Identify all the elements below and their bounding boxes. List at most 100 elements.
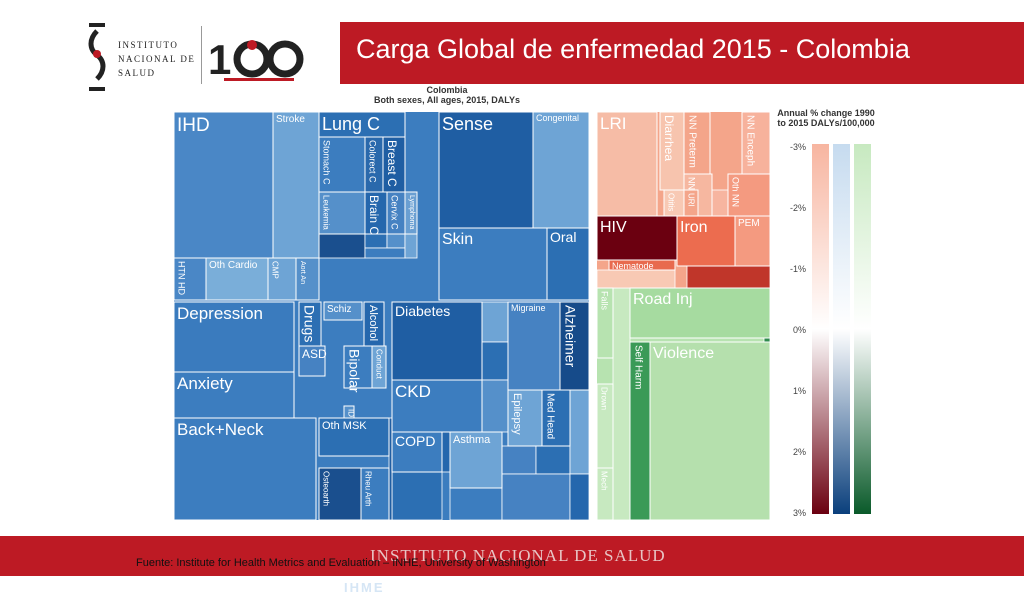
treemap-cell-nematode xyxy=(608,259,676,271)
legend-tick: 2% xyxy=(792,447,806,457)
treemap-cell-nn-enceph xyxy=(741,111,771,175)
legend-bar-injuries xyxy=(854,144,871,514)
treemap-label-schiz: Schiz xyxy=(327,304,351,315)
treemap-cell-cmp xyxy=(267,257,297,301)
treemap-cell-depression xyxy=(173,301,295,373)
treemap-filler-cell xyxy=(612,287,631,521)
treemap-cell-oth-nn xyxy=(727,173,771,217)
treemap-filler-cell xyxy=(364,233,388,249)
legend-bar-communicable xyxy=(812,144,829,514)
treemap-cell-asthma xyxy=(449,431,503,489)
treemap-cell-migraine xyxy=(507,301,561,391)
treemap-label-osteoarth: Osteoarth xyxy=(321,471,330,506)
treemap-cell-violence xyxy=(649,341,771,521)
treemap-label-breast-c: Breast C xyxy=(385,140,399,187)
treemap-label-anxiety: Anxiety xyxy=(177,374,233,393)
treemap-label-oth-nn: Oth NN xyxy=(731,177,741,207)
treemap-cell-ckd xyxy=(391,379,483,433)
treemap-label-cmp: CMP xyxy=(270,261,279,279)
treemap-label-med-head: Med Head xyxy=(545,393,556,439)
institute-name-line-2: NACIONAL DE xyxy=(118,54,196,64)
treemap-cell-oral xyxy=(546,227,590,301)
treemap-label-depression: Depression xyxy=(177,304,263,323)
treemap-cell-back-neck xyxy=(173,417,317,521)
treemap-cell-alzheimer xyxy=(559,301,590,391)
treemap-label-alcohol: Alcohol xyxy=(367,305,379,341)
treemap-cell-med-head xyxy=(541,389,571,447)
treemap-filler-cell xyxy=(386,233,406,249)
legend-tick: -3% xyxy=(789,142,806,152)
treemap-label-violence: Violence xyxy=(653,345,714,362)
treemap-label-lri: LRI xyxy=(600,114,626,133)
treemap-cell-congenital xyxy=(532,111,590,229)
treemap-label-rheu-arth: Rheu Arth xyxy=(363,471,372,507)
treemap-label-back-neck: Back+Neck xyxy=(177,420,264,439)
treemap-cell-pem xyxy=(734,215,771,267)
treemap-cell-schiz xyxy=(323,301,363,321)
treemap-cell-hiv xyxy=(596,215,688,261)
treemap-filler-cell xyxy=(569,473,590,521)
treemap-label-iron: Iron xyxy=(680,219,708,236)
treemap-label-falls: Falls xyxy=(600,291,610,311)
treemap-label-nematode: Nematode xyxy=(612,261,654,271)
ins-emblem-icon xyxy=(87,23,107,93)
treemap-label-alzheimer: Alzheimer xyxy=(563,305,579,368)
legend-tick: 0% xyxy=(792,325,806,335)
treemap-cell-osteoarth xyxy=(318,467,362,521)
treemap-cell-mech xyxy=(596,467,614,521)
treemap-label-oth-cardio: Oth Cardio xyxy=(209,260,258,271)
treemap-filler-cell xyxy=(404,233,418,259)
treemap-cell-sense xyxy=(438,111,534,229)
treemap-label-nn-preterm: NN Preterm xyxy=(687,115,698,168)
treemap-label-pem: PEM xyxy=(738,218,760,229)
ihme-watermark: IHME xyxy=(344,580,385,595)
legend-tick: -1% xyxy=(789,264,806,274)
treemap-filler-cell xyxy=(318,233,366,259)
treemap-label-leukemia: Leukemia xyxy=(321,195,330,230)
treemap-filler-cell xyxy=(441,431,451,473)
legend-tick: -2% xyxy=(789,203,806,213)
treemap-label-bipolar: Bipolar xyxy=(347,349,363,393)
treemap-filler-cell xyxy=(711,189,729,217)
treemap-label-nn-enceph: NN Enceph xyxy=(745,115,756,166)
treemap-filler-cell xyxy=(481,379,509,433)
treemap-label-drugs: Drugs xyxy=(302,305,318,342)
treemap-filler-cell xyxy=(449,487,503,521)
institute-logo: INSTITUTO NACIONAL DE SALUD 1 xyxy=(84,20,334,98)
institute-name: INSTITUTO NACIONAL DE SALUD xyxy=(118,38,195,80)
treemap-label-copd: COPD xyxy=(395,433,435,449)
treemap-label-stomach-c: Stomach C xyxy=(322,140,332,185)
treemap-label-diarrhea: Diarrhea xyxy=(662,115,676,161)
treemap-label-uri: URI xyxy=(686,193,695,207)
treemap-cell-conduct xyxy=(371,345,387,389)
treemap-label-migraine: Migraine xyxy=(511,303,546,313)
treemap-label-cervix-c: Cervix C xyxy=(390,195,400,230)
title-band: Carga Global de enfermedad 2015 - Colomb… xyxy=(340,22,1024,84)
treemap-label-aort-an: Aort An xyxy=(299,261,306,284)
treemap-label-stroke: Stroke xyxy=(276,114,305,125)
treemap-cell-lymphoma xyxy=(404,191,418,235)
treemap-label-ckd: CKD xyxy=(395,382,431,401)
treemap-label-brain-c: Brain C xyxy=(367,195,381,235)
treemap-label-id: ID xyxy=(346,409,355,417)
legend-tick: 1% xyxy=(792,386,806,396)
footer-band: INSTITUTO NACIONAL DE SALUD xyxy=(0,536,1024,576)
treemap-filler-cell xyxy=(501,473,571,521)
treemap-chart: Colombia Both sexes, All ages, 2015, DALY… xyxy=(168,84,888,595)
treemap-cell-iron xyxy=(676,215,736,267)
treemap-cell-copd xyxy=(391,431,443,473)
legend-ticks: -3% -2% -1% 0% 1% 2% 3% xyxy=(776,142,810,522)
treemap-cell-oth-msk xyxy=(318,417,390,457)
treemap-cell-aort-an xyxy=(295,257,320,301)
legend-bar-non-communicable xyxy=(833,144,850,514)
treemap-cell-epilepsy xyxy=(507,389,543,447)
treemap-label-mech: Mech xyxy=(599,471,608,491)
treemap-label-diabetes: Diabetes xyxy=(395,303,450,319)
treemap-label-colorect-c: Colorect C xyxy=(368,140,378,183)
treemap-label-conduct: Conduct xyxy=(374,349,383,380)
treemap-filler-cell xyxy=(569,389,590,475)
treemap-filler-cell xyxy=(535,445,571,475)
treemap-filler-cell xyxy=(596,269,676,289)
treemap-cell-anxiety xyxy=(173,371,295,419)
